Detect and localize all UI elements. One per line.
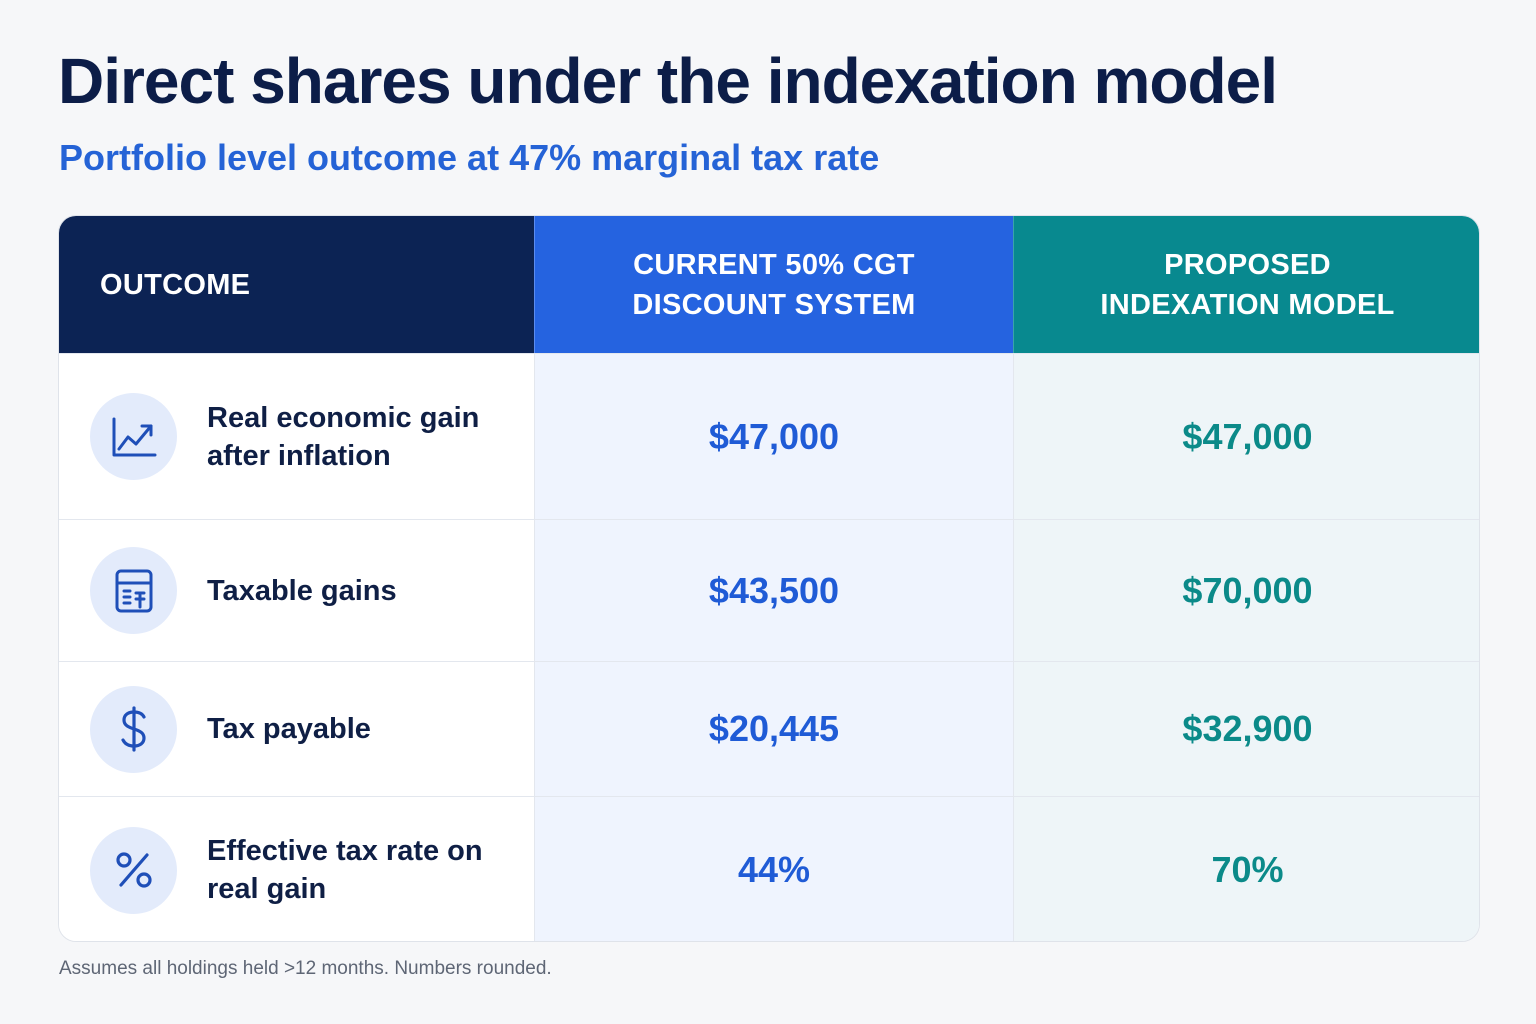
current-value-cell: $43,500 [534,520,1013,661]
dollar-sign-icon [90,685,177,773]
current-value: $43,500 [708,569,840,611]
proposed-value: $32,900 [1182,708,1313,749]
outcome-cell: Real economic gain after inflation [59,354,534,519]
page-subtitle: Portfolio level outcome at 47% marginal … [59,137,880,178]
proposed-value-cell: $70,000 [1013,520,1479,661]
table-row: Effective tax rate on real gain 44% 70% [59,796,1479,941]
current-value: $47,000 [708,415,840,457]
outcome-label: Real economic gain after inflation [207,401,480,472]
proposed-value-cell: 70% [1013,797,1479,941]
table-row: Tax payable $20,445 $32,900 [59,661,1479,796]
comparison-table: OUTCOME CURRENT 50% CGT DISCOUNT SYSTEM … [58,215,1480,942]
header-outcome: OUTCOME [59,216,534,353]
percent-icon [90,826,177,914]
header-outcome-label: OUTCOME [100,268,251,301]
current-value-cell: $20,445 [534,662,1013,796]
outcome-label: Tax payable [207,713,371,745]
current-value: $20,445 [708,708,840,749]
table-row: Real economic gain after inflation $47,0… [59,353,1479,519]
header-proposed-model: PROPOSED INDEXATION MODEL [1013,216,1479,353]
outcome-label: Effective tax rate on real gain [207,835,483,905]
calculator-icon [90,547,177,634]
proposed-value-cell: $47,000 [1013,354,1479,519]
outcome-cell: Tax payable [59,662,534,796]
outcome-cell: Effective tax rate on real gain [59,797,534,941]
current-value: 44% [737,849,811,890]
proposed-value: $70,000 [1182,569,1313,611]
table-row: Taxable gains $43,500 $70,000 [59,519,1479,661]
outcome-cell: Taxable gains [59,520,534,661]
page-title: Direct shares under the indexation model [58,45,1278,117]
trending-up-chart-icon [90,393,177,480]
table-header-row: OUTCOME CURRENT 50% CGT DISCOUNT SYSTEM … [59,216,1479,353]
footnote: Assumes all holdings held >12 months. Nu… [59,958,552,979]
current-value-cell: 44% [534,797,1013,941]
header-current-system: CURRENT 50% CGT DISCOUNT SYSTEM [534,216,1013,353]
current-value-cell: $47,000 [534,354,1013,519]
outcome-label: Taxable gains [207,574,397,607]
proposed-value: $47,000 [1182,415,1313,457]
header-proposed-label: PROPOSED INDEXATION MODEL [1100,248,1395,321]
header-current-label: CURRENT 50% CGT DISCOUNT SYSTEM [632,248,916,321]
proposed-value: 70% [1211,849,1284,890]
proposed-value-cell: $32,900 [1013,662,1479,796]
